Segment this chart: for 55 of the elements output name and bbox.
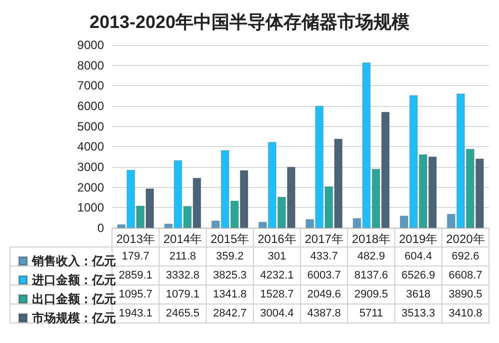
- data-label: 3004.4: [260, 308, 294, 320]
- data-label: 2049.6: [307, 288, 341, 300]
- y-tick-label: 0: [97, 221, 104, 235]
- data-label: 359.2: [216, 250, 244, 262]
- data-label: 5711: [359, 308, 384, 320]
- x-tick-label: 2019年: [398, 232, 438, 246]
- data-label: 692.6: [452, 250, 480, 262]
- data-label: 2465.5: [166, 308, 200, 320]
- y-tick-label: 1000: [77, 200, 104, 215]
- data-label: 6608.7: [448, 270, 482, 282]
- y-tick-label: 3000: [77, 160, 104, 174]
- y-tick-label: 7000: [77, 78, 104, 93]
- y-tick-label: 6000: [77, 99, 104, 113]
- y-tick-label: 5000: [77, 119, 104, 134]
- data-label: 3618: [406, 288, 431, 300]
- x-tick-label: 2014年: [163, 232, 202, 246]
- data-label: 1341.8: [212, 288, 247, 300]
- data-label: 3410.8: [448, 308, 482, 320]
- y-tick-label: 4000: [77, 140, 104, 154]
- data-label: 6003.7: [307, 270, 341, 282]
- data-label: 1528.7: [260, 288, 294, 300]
- legend-label: 进口金额：亿元: [31, 273, 116, 287]
- x-tick-label: 2018年: [352, 232, 391, 246]
- x-tick-label: 2015年: [210, 232, 250, 246]
- data-label: 4232.1: [260, 270, 294, 282]
- data-label: 1943.1: [118, 308, 152, 320]
- x-tick-label: 2017年: [304, 232, 344, 246]
- legend-label: 销售收入：亿元: [31, 254, 116, 268]
- y-tick-label: 9000: [77, 38, 104, 52]
- x-tick-label: 2020年: [446, 232, 485, 246]
- data-label: 6526.9: [401, 270, 436, 282]
- data-label: 4387.8: [307, 308, 341, 320]
- data-label: 2909.5: [354, 288, 388, 300]
- data-label: 2842.7: [212, 308, 247, 320]
- data-label: 433.7: [310, 250, 338, 262]
- data-label: 1079.1: [166, 288, 200, 300]
- data-label: 301: [268, 250, 286, 262]
- data-label: 1095.7: [118, 288, 152, 300]
- data-label: 2859.1: [118, 270, 152, 282]
- data-label: 8137.6: [354, 270, 388, 282]
- y-tick-label: 2000: [77, 180, 104, 194]
- legend-label: 出口金额：亿元: [32, 292, 116, 306]
- data-label: 211.8: [169, 250, 196, 262]
- x-tick-label: 2016年: [258, 232, 296, 246]
- data-label: 3332.8: [166, 270, 200, 282]
- data-label: 3890.5: [448, 288, 482, 300]
- legend-label: 市场规模：亿元: [31, 311, 116, 325]
- data-label: 3825.3: [212, 270, 247, 282]
- data-label: 179.7: [122, 250, 150, 262]
- data-label: 482.9: [357, 250, 385, 262]
- data-label: 3513.3: [401, 308, 436, 320]
- y-tick-label: 8000: [77, 58, 104, 72]
- chart-title: 2013-2020年中国半导体存储器市场规模: [89, 12, 410, 32]
- data-label: 604.4: [404, 250, 432, 262]
- x-tick-label: 2013年: [116, 232, 155, 246]
